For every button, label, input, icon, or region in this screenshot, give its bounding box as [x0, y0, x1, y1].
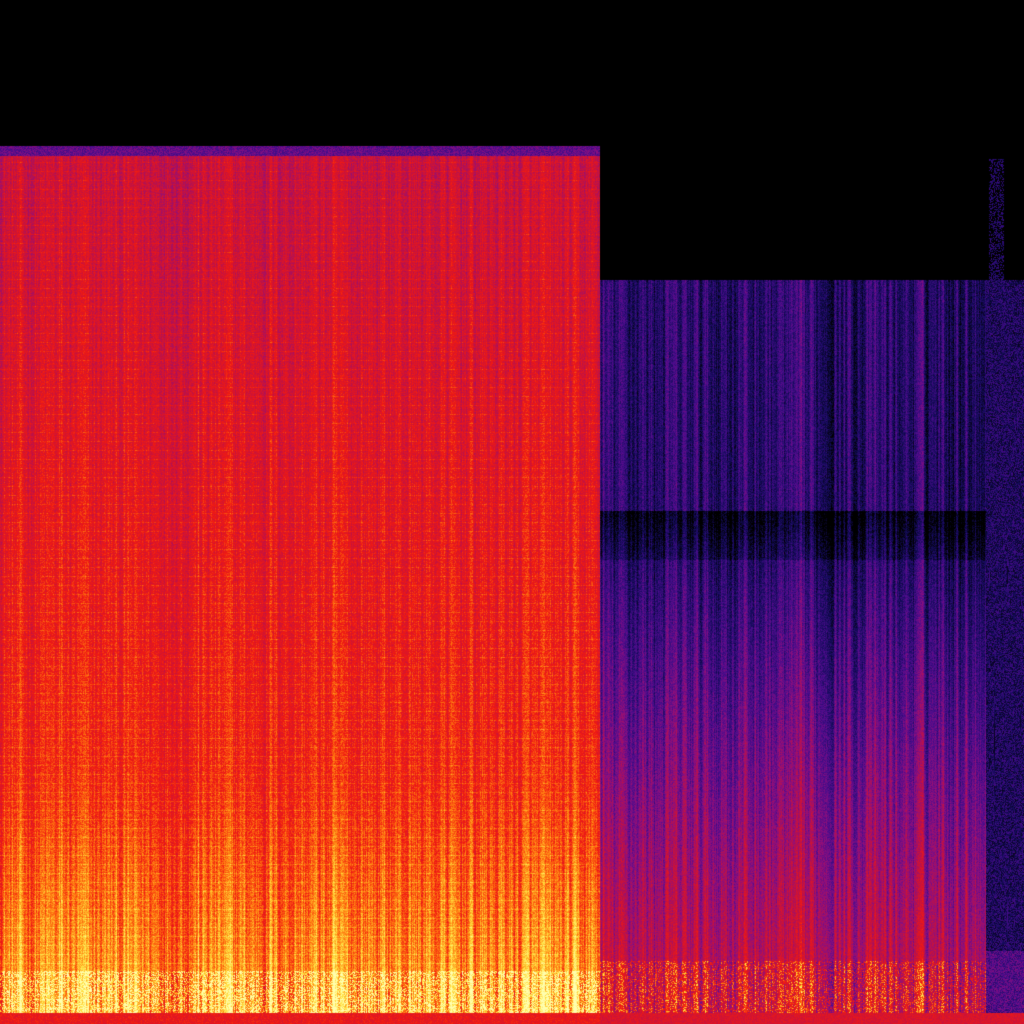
spectrogram-canvas — [0, 0, 1024, 1024]
